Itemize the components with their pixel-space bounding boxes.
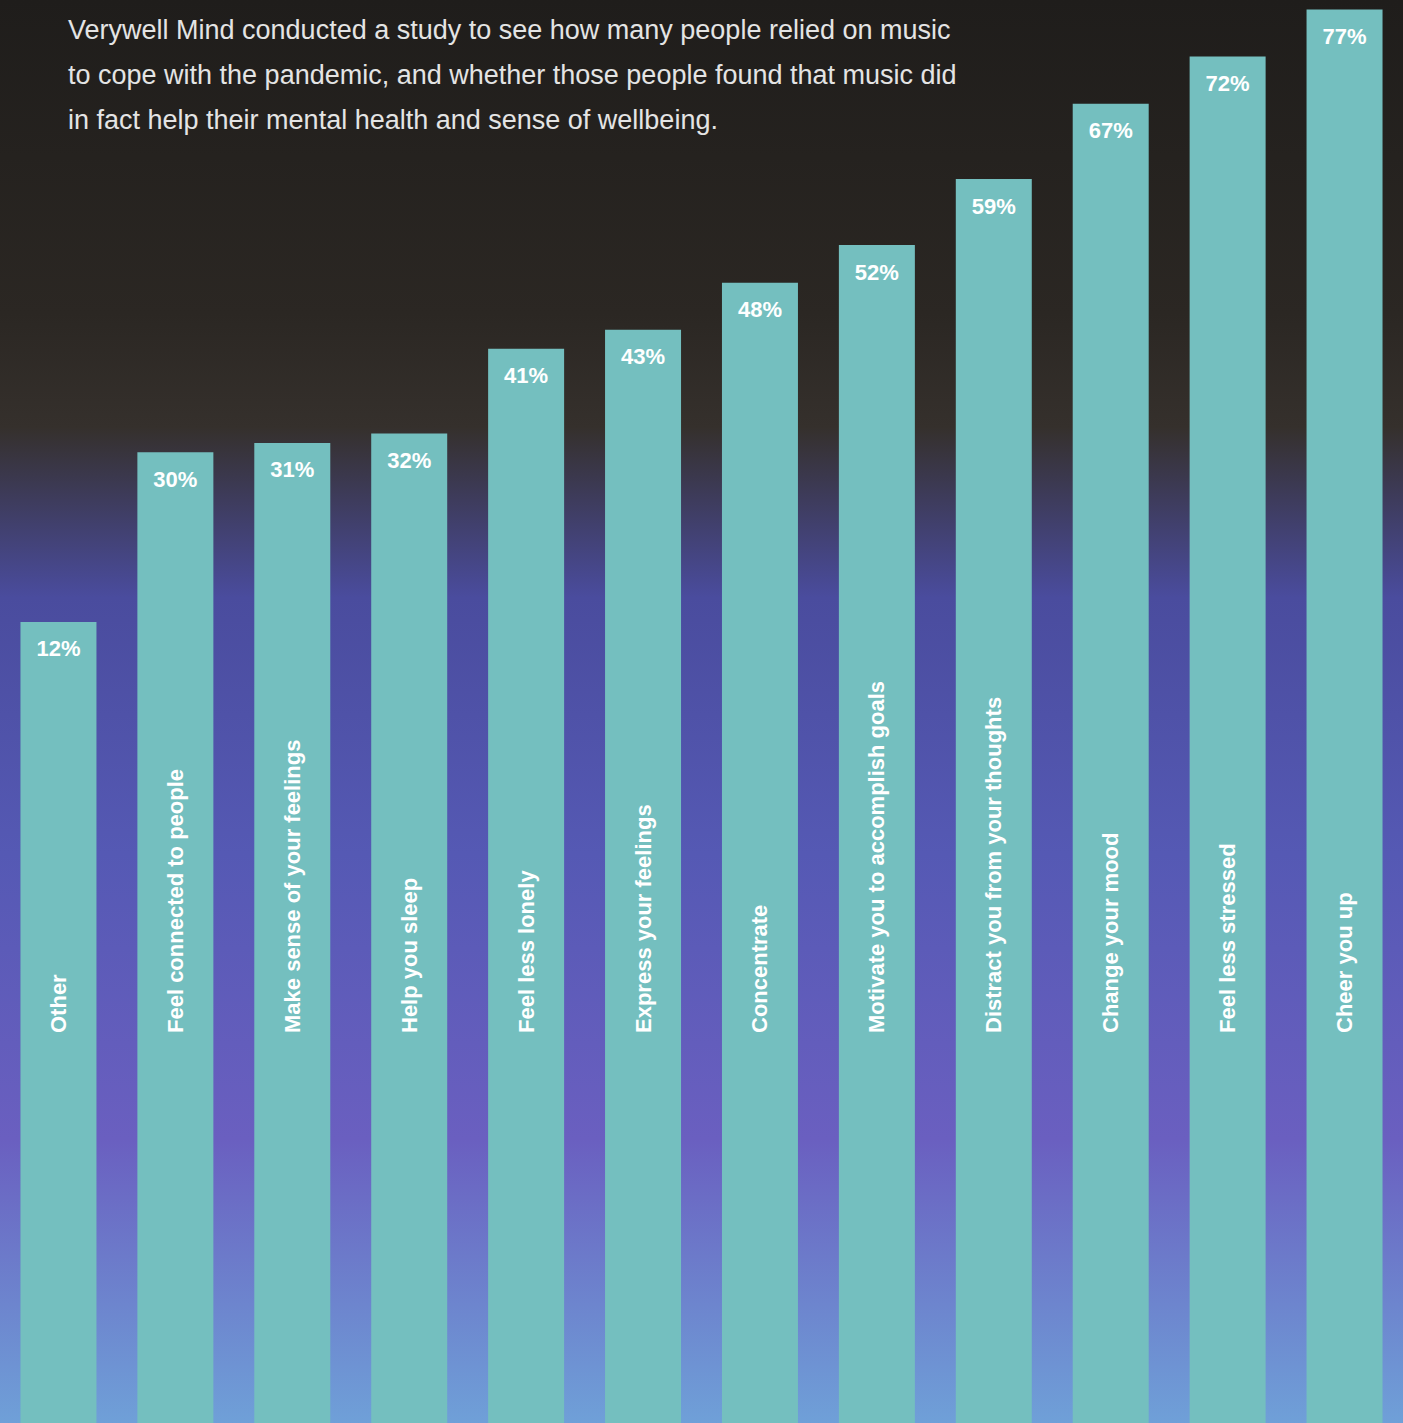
svg-text:77%: 77% bbox=[1323, 24, 1367, 49]
svg-text:41%: 41% bbox=[504, 363, 548, 388]
html-text:Verywell Mind conducted a stud: Verywell Mind conducted a study to see h… bbox=[68, 15, 957, 135]
svg-text:31%: 31% bbox=[270, 457, 314, 482]
svg-text:48%: 48% bbox=[738, 297, 782, 322]
svg-text:59%: 59% bbox=[972, 194, 1016, 219]
svg-text:Feel less lonely: Feel less lonely bbox=[514, 870, 539, 1033]
svg-text:43%: 43% bbox=[621, 344, 665, 369]
svg-text:12%: 12% bbox=[36, 636, 80, 661]
svg-text:Express your feelings: Express your feelings bbox=[631, 804, 656, 1033]
svg-text:Other: Other bbox=[46, 974, 71, 1033]
svg-text:Distract you from your thought: Distract you from your thoughts bbox=[981, 697, 1006, 1033]
svg-text:Feel connected to people: Feel connected to people bbox=[163, 769, 188, 1033]
svg-text:Make sense of your feelings: Make sense of your feelings bbox=[280, 740, 305, 1033]
svg-text:Change your mood: Change your mood bbox=[1098, 833, 1123, 1033]
svg-text:Help you sleep: Help you sleep bbox=[397, 878, 422, 1033]
svg-text:32%: 32% bbox=[387, 448, 431, 473]
svg-text:52%: 52% bbox=[855, 260, 899, 285]
svg-text:72%: 72% bbox=[1206, 71, 1250, 96]
svg-text:Cheer you up: Cheer you up bbox=[1332, 892, 1357, 1033]
svg-text:Concentrate: Concentrate bbox=[747, 905, 772, 1033]
svg-text:Motivate you to accomplish goa: Motivate you to accomplish goals bbox=[864, 681, 889, 1033]
svg-text:Feel less stressed: Feel less stressed bbox=[1215, 843, 1240, 1033]
svg-text:30%: 30% bbox=[153, 467, 197, 492]
svg-text:67%: 67% bbox=[1089, 118, 1133, 143]
